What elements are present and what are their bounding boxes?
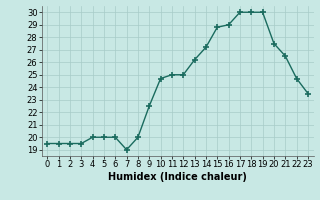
X-axis label: Humidex (Indice chaleur): Humidex (Indice chaleur) xyxy=(108,172,247,182)
